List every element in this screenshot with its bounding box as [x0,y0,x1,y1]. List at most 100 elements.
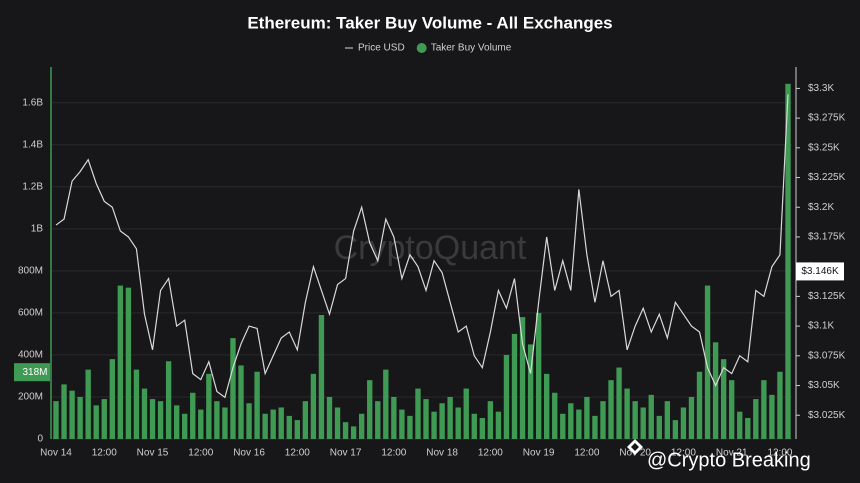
bar [310,373,317,439]
bar [318,315,325,439]
y2-marker-box [796,262,844,281]
bar [640,407,646,439]
bar [334,407,341,439]
bar [704,285,711,439]
bar [77,396,83,439]
x-tick-label: 12:00 [767,448,792,459]
bar [230,338,236,439]
bar [262,413,268,439]
bar [246,403,252,439]
bar [777,371,783,439]
bar [93,405,99,439]
y-tick-label: 200M [18,392,43,403]
credit: @Crypto Breaking [647,449,811,471]
x-tick-label: 12:00 [92,448,117,459]
bar [358,413,365,439]
bar [503,354,510,439]
price-line [55,94,789,399]
bar [53,401,59,439]
x-tick-label: 12:00 [478,448,503,459]
credit-icon [627,439,643,455]
bar [720,359,727,439]
x-tick-label: Nov 18 [426,448,458,459]
y-marker-label: 318M [22,367,47,378]
legend-label: Taker Buy Volume [431,43,512,54]
x-tick-label: Nov 19 [523,448,555,459]
bar [101,399,107,439]
bar [173,405,180,439]
y2-marker-label: $3.146K [801,266,839,277]
bar [479,417,486,439]
bar [519,317,526,439]
y-tick-label: 0 [37,434,43,445]
bar [608,380,614,439]
x-tick-label: 12:00 [381,448,406,459]
bar [141,388,148,439]
bar [535,312,542,439]
bar [696,371,703,439]
bar [278,407,284,439]
bar [375,401,381,439]
bar [214,401,220,439]
bar [632,401,638,439]
bar [785,83,791,439]
bar [592,415,598,439]
bar [447,396,453,439]
y2-tick-label: $3.275K [808,113,846,124]
bar [326,396,333,439]
y2-tick-label: $3.05K [808,380,840,391]
bar [495,411,502,439]
bar [648,394,654,439]
y-tick-label: 1.6B [22,97,43,108]
y2-tick-label: $3.3K [808,83,834,94]
bar [182,413,188,439]
legend-label: Price USD [358,43,405,54]
y-tick-label: 1.4B [22,139,43,150]
bar [165,361,172,439]
bar [350,426,357,439]
bar [761,380,767,439]
bar [254,371,260,439]
y2-tick-label: $3.175K [808,232,846,243]
bar [769,394,775,439]
x-tick-label: Nov 15 [137,448,169,459]
y2-tick-label: $3.225K [808,172,846,183]
y-tick-label: 600M [18,308,43,319]
x-tick-label: 12:00 [285,448,310,459]
bar [568,403,574,439]
bar [616,367,622,439]
bar [286,415,292,439]
y2-tick-label: $3.2K [808,202,834,213]
bar [238,365,244,439]
bar [729,380,735,439]
bar [688,396,695,439]
bar [463,388,469,439]
bar [664,401,671,439]
bar [656,415,662,439]
bar [455,407,461,439]
y2-tick-label: $3.1K [808,321,834,332]
x-tick-label: Nov 17 [330,448,362,459]
bar [367,380,373,439]
bar [342,422,349,439]
x-tick-label: Nov 14 [40,448,72,459]
bar [133,369,140,439]
bar [222,407,228,439]
legend: Price USD Taker Buy Volume [345,43,512,54]
x-tick-label: 12:00 [188,448,213,459]
bar [439,403,445,439]
bar [431,411,437,439]
y-tick-label: 800M [18,266,43,277]
y-tick-label: 1B [31,223,44,234]
bar [527,344,534,439]
x-tick-label: 12:00 [574,448,599,459]
chart-title: Ethereum: Taker Buy Volume - All Exchang… [247,13,612,32]
bar [407,415,413,439]
bar [560,413,566,439]
bar [399,409,405,439]
bar [270,409,276,439]
y-tick-label: 400M [18,350,43,361]
bar [543,373,550,439]
